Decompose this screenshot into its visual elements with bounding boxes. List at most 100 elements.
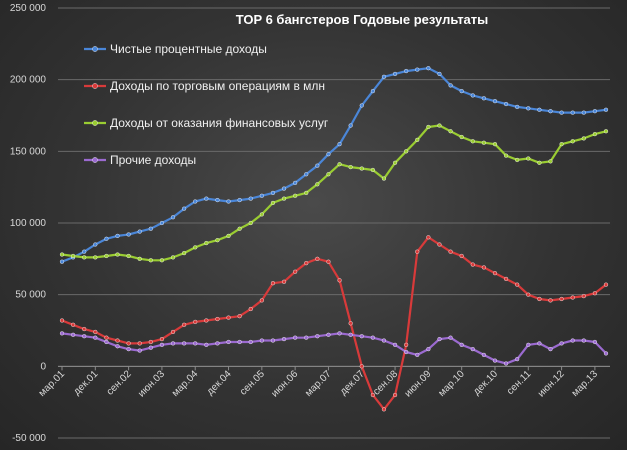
data-point — [503, 276, 509, 281]
legend: Чистые процентные доходы Доходы по торгов… — [84, 42, 329, 167]
data-point — [570, 338, 575, 343]
y-tick-label: 200 000 — [10, 75, 47, 86]
data-point — [148, 339, 153, 345]
data-point — [204, 240, 209, 246]
data-point — [404, 349, 409, 355]
data-point — [603, 351, 609, 356]
series-3 — [59, 331, 609, 366]
data-point — [259, 298, 264, 303]
data-point — [415, 137, 420, 142]
data-point — [326, 259, 331, 264]
data-point — [581, 294, 586, 299]
data-point — [304, 172, 309, 177]
x-tick-label: дек.10 — [471, 368, 500, 397]
legend-swatch-marker — [92, 46, 98, 52]
y-tick-label: 50 000 — [15, 290, 46, 301]
data-point — [548, 159, 553, 164]
data-point — [270, 281, 276, 286]
data-point — [381, 74, 387, 79]
data-point — [126, 347, 131, 352]
data-point — [182, 322, 187, 327]
data-point — [392, 392, 398, 398]
data-point — [215, 341, 220, 346]
data-point — [559, 296, 564, 302]
data-point — [548, 347, 553, 352]
data-point — [281, 196, 287, 201]
series-line-2 — [61, 124, 607, 262]
data-point — [381, 176, 387, 181]
data-point — [337, 331, 342, 336]
data-point — [404, 68, 409, 74]
data-point — [426, 66, 431, 71]
data-point — [392, 71, 398, 77]
data-point — [170, 341, 176, 346]
data-point — [304, 190, 309, 195]
data-point — [537, 341, 542, 346]
y-tick-label: 150 000 — [10, 146, 47, 157]
legend-label: Доходы по торговым операциям в млн — [110, 79, 325, 93]
data-point — [370, 392, 375, 398]
data-point — [426, 124, 431, 130]
data-point — [115, 344, 120, 349]
x-tick-label: июн.12 — [536, 368, 567, 399]
x-tick-label: дек.01 — [72, 368, 101, 397]
data-point — [237, 226, 242, 231]
data-point — [548, 298, 553, 303]
data-point — [459, 342, 464, 347]
data-point — [415, 352, 420, 357]
x-tick-label: мар.07 — [303, 368, 334, 399]
data-point — [359, 166, 364, 171]
data-point — [570, 110, 575, 115]
data-point — [137, 256, 142, 261]
data-point — [437, 71, 442, 77]
legend-swatch-marker — [92, 120, 98, 126]
legend-label: Доходы от оказания финансовых услуг — [110, 116, 329, 130]
y-tick-label: 250 000 — [10, 3, 47, 14]
data-point — [148, 258, 153, 263]
data-point — [104, 335, 109, 340]
data-point — [248, 196, 253, 201]
y-tick-label: 0 — [40, 361, 46, 372]
data-point — [503, 101, 509, 107]
data-point — [592, 132, 597, 137]
x-tick-label: дек.07 — [338, 368, 367, 397]
data-point — [159, 220, 165, 226]
data-point — [182, 341, 187, 346]
data-point — [603, 282, 609, 287]
data-point — [315, 334, 320, 339]
data-point — [381, 407, 387, 412]
data-point — [437, 242, 442, 247]
data-point — [470, 347, 475, 352]
data-point — [237, 197, 242, 203]
data-point — [226, 315, 231, 320]
data-point — [515, 104, 520, 109]
legend-item-0: Чистые процентные доходы — [84, 42, 267, 56]
x-tick-label: мар.04 — [170, 368, 201, 399]
data-point — [426, 347, 431, 352]
data-point — [137, 341, 142, 346]
data-point — [93, 242, 98, 247]
data-point — [193, 319, 198, 324]
series-0 — [59, 66, 609, 264]
data-point — [115, 233, 120, 238]
data-point — [481, 96, 486, 101]
data-point — [170, 255, 176, 260]
data-point — [448, 83, 453, 88]
data-point — [392, 342, 398, 347]
data-point — [170, 329, 176, 335]
data-point — [426, 235, 431, 240]
data-point — [359, 103, 364, 108]
data-point — [270, 200, 276, 206]
data-point — [470, 262, 475, 267]
data-point — [581, 338, 586, 343]
chart-title: TOP 6 бангстеров Годовые результаты — [236, 12, 489, 27]
data-point — [215, 197, 220, 203]
data-point — [259, 212, 264, 217]
data-point — [293, 193, 298, 198]
data-point — [592, 109, 597, 114]
data-point — [337, 162, 342, 167]
data-point — [193, 245, 198, 250]
data-point — [293, 269, 298, 274]
data-point — [370, 167, 375, 173]
data-point — [182, 206, 187, 211]
